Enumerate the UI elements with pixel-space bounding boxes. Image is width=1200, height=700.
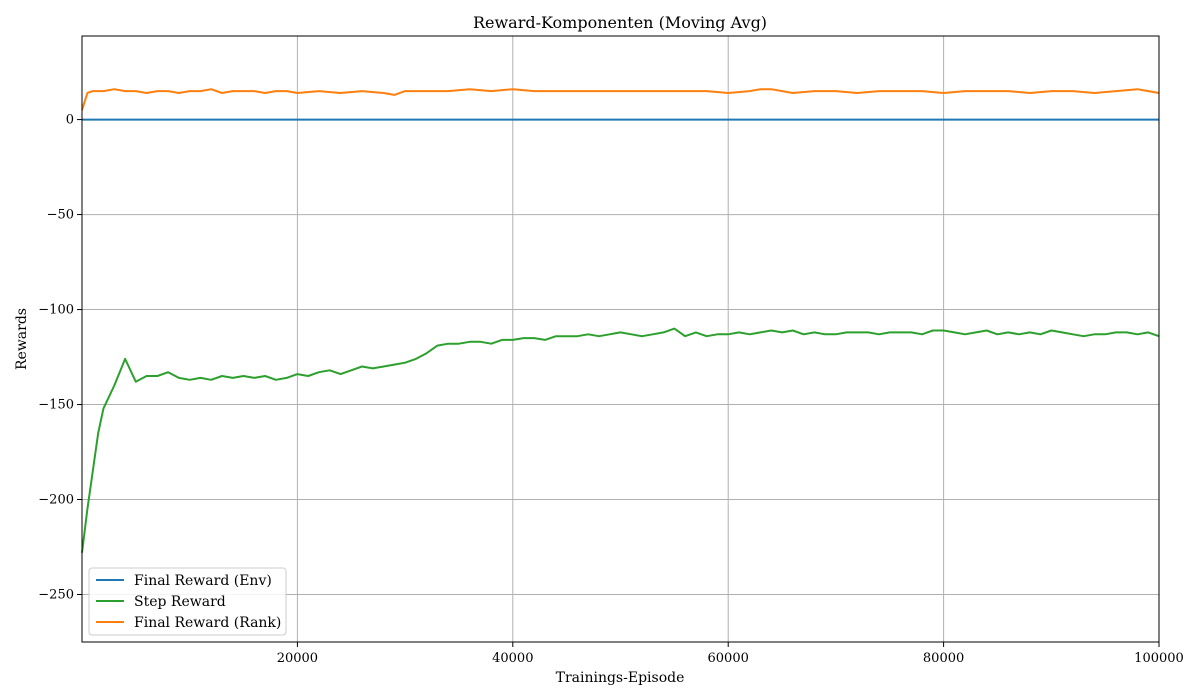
series-line-3 — [81, 88, 1160, 111]
y-tick-label: −150 — [38, 398, 74, 413]
legend-label: Step Reward — [134, 594, 226, 610]
series-line-2 — [81, 327, 1160, 553]
x-tick-label: 80000 — [923, 651, 964, 666]
legend-label: Final Reward (Rank) — [134, 615, 281, 631]
x-axis-ticks: 20000 40000 60000 80000 100000 — [277, 642, 1184, 666]
x-axis-label: Trainings-Episode — [556, 670, 685, 686]
x-tick-label: 60000 — [708, 651, 749, 666]
legend: Final Reward (Env) Step Reward Final Rewar… — [88, 567, 287, 636]
y-axis-label: Rewards — [14, 308, 30, 370]
grid — [82, 36, 1160, 642]
y-tick-label: 0 — [66, 113, 74, 128]
legend-box — [88, 567, 287, 636]
y-tick-label: −250 — [38, 588, 74, 603]
y-tick-label: −200 — [38, 493, 74, 508]
series-layer — [81, 88, 1160, 553]
legend-label: Final Reward (Env) — [134, 573, 272, 589]
x-tick-label: 100000 — [1134, 651, 1184, 666]
y-tick-label: −50 — [47, 208, 74, 223]
plot-frame — [81, 35, 1160, 643]
y-axis-ticks: −250 −200 −150 −100 −50 0 — [38, 113, 82, 603]
x-tick-label: 40000 — [492, 651, 533, 666]
y-tick-label: −100 — [38, 303, 74, 318]
x-tick-label: 20000 — [277, 651, 318, 666]
chart-title: Reward-Komponenten (Moving Avg) — [473, 13, 767, 32]
